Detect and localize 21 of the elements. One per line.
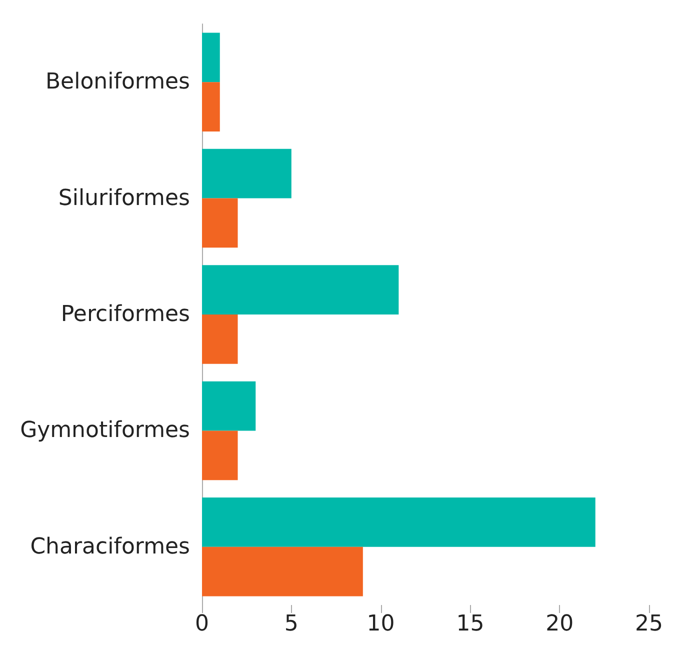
y-tick-label: Beloniformes (45, 70, 190, 95)
bar (202, 265, 399, 314)
y-tick-label: Gymnotiformes (20, 418, 190, 444)
bar (202, 82, 220, 132)
x-tick-label: 15 (456, 612, 484, 636)
y-tick-label: Siluriformes (58, 186, 190, 211)
x-tick-label: 0 (195, 612, 209, 636)
bar (202, 430, 238, 480)
bar (202, 546, 363, 596)
bar (202, 32, 220, 82)
bar (202, 314, 238, 364)
y-tick-label: Perciformes (60, 302, 190, 327)
bar (202, 498, 596, 547)
bar (202, 148, 292, 198)
x-tick-label: 10 (366, 612, 395, 636)
x-tick-label: 25 (635, 612, 664, 636)
bar (202, 198, 238, 248)
bar (202, 381, 256, 431)
x-tick-label: 5 (284, 612, 298, 636)
y-tick-label: Characiformes (30, 534, 190, 560)
x-tick-label: 20 (546, 612, 574, 636)
